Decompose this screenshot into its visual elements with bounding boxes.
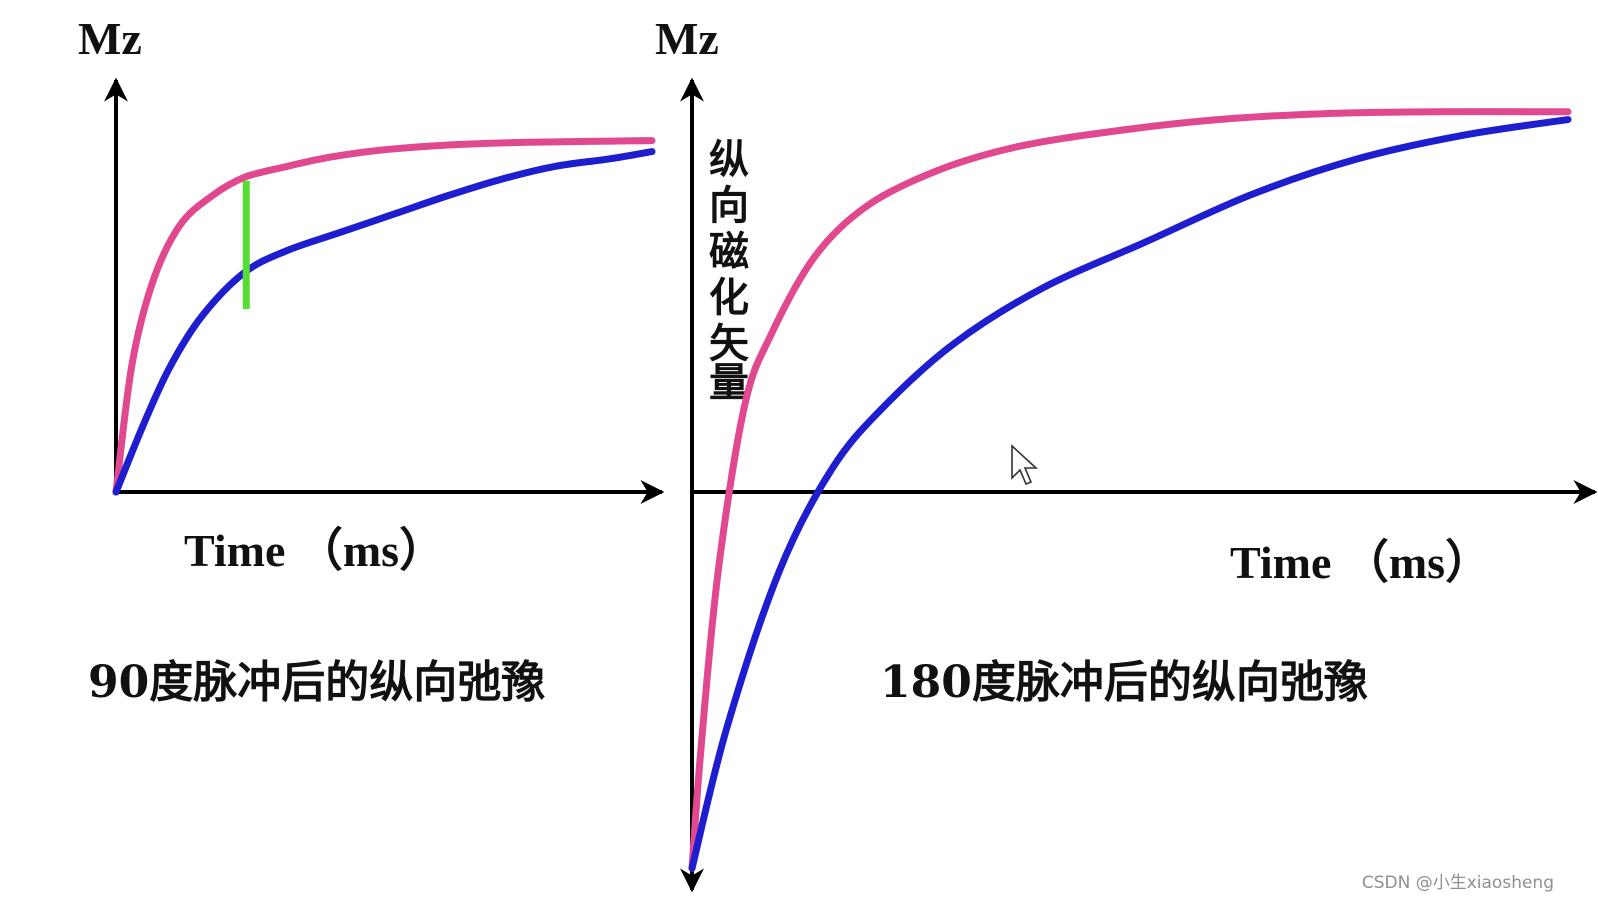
left-caption: 90度脉冲后的纵向弛豫 <box>88 657 545 708</box>
left-series-group <box>112 137 656 496</box>
series-line-short-t1 <box>112 137 656 496</box>
series-line-long-t1 <box>112 148 656 496</box>
watermark: CSDN @小生xiaosheng <box>1361 873 1554 893</box>
vlabel-char: 向 <box>709 183 749 229</box>
series-line-long-t1 <box>688 116 1572 872</box>
vlabel-char: 矢 <box>709 321 749 367</box>
vlabel-char: 化 <box>709 275 749 321</box>
vlabel-char: 磁 <box>709 229 749 275</box>
right-series-group <box>688 108 1572 872</box>
chart-180-degree: Mz 纵 向 磁 化 矢 量 Time （ms） 180度脉冲后的纵向弛豫 <box>655 13 1598 893</box>
right-y-vertical-label: 纵 向 磁 化 矢 量 <box>709 137 749 406</box>
chart-90-degree: Mz Time （ms） 90度脉冲后的纵向弛豫 <box>78 13 665 708</box>
left-x-axis-title: Time （ms） <box>184 525 445 576</box>
right-caption: 180度脉冲后的纵向弛豫 <box>880 657 1368 708</box>
series-line-short-t1 <box>688 108 1572 872</box>
vlabel-char: 量 <box>709 360 749 406</box>
mouse-cursor-icon <box>1011 444 1039 486</box>
right-y-axis-title: Mz <box>655 13 719 64</box>
left-y-axis-title: Mz <box>78 13 142 64</box>
right-x-axis-title: Time （ms） <box>1230 537 1491 588</box>
vlabel-char: 纵 <box>709 137 749 183</box>
